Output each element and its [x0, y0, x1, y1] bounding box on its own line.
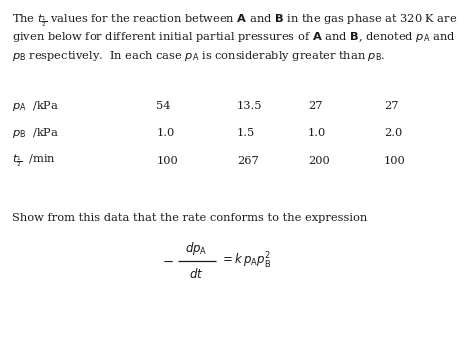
Text: $p_{\mathrm{B}}$ respectively.  In each case $p_{\mathrm{A}}$ is considerably gr: $p_{\mathrm{B}}$ respectively. In each c…: [12, 49, 385, 63]
Text: $-$: $-$: [163, 255, 174, 268]
Text: $dp_{\mathrm{A}}$: $dp_{\mathrm{A}}$: [185, 239, 208, 257]
Text: $dt$: $dt$: [189, 267, 203, 281]
Text: 1.5: 1.5: [237, 128, 255, 138]
Text: $p_{\mathrm{A}}$  /kPa: $p_{\mathrm{A}}$ /kPa: [12, 99, 59, 112]
Text: Show from this data that the rate conforms to the expression: Show from this data that the rate confor…: [12, 213, 367, 223]
Text: 1.0: 1.0: [308, 128, 327, 138]
Text: 54: 54: [156, 101, 171, 110]
Text: 27: 27: [384, 101, 399, 110]
Text: given below for different initial partial pressures of $\mathbf{A}$ and $\mathbf: given below for different initial partia…: [12, 30, 456, 44]
Text: 100: 100: [156, 156, 178, 166]
Text: 27: 27: [308, 101, 323, 110]
Text: $p_{\mathrm{B}}$  /kPa: $p_{\mathrm{B}}$ /kPa: [12, 126, 59, 140]
Text: 1.0: 1.0: [156, 128, 175, 138]
Text: 200: 200: [308, 156, 330, 166]
Text: 13.5: 13.5: [237, 101, 263, 110]
Text: 2.0: 2.0: [384, 128, 402, 138]
Text: 100: 100: [384, 156, 406, 166]
Text: The $t_{\frac{1}{2}}$ values for the reaction between $\mathbf{A}$ and $\mathbf{: The $t_{\frac{1}{2}}$ values for the rea…: [12, 12, 457, 29]
Text: $t_{\frac{1}{2}}$  /min: $t_{\frac{1}{2}}$ /min: [12, 153, 55, 169]
Text: $= k\, p_{\mathrm{A}}p_{\mathrm{B}}^{2}$: $= k\, p_{\mathrm{A}}p_{\mathrm{B}}^{2}$: [220, 251, 272, 271]
Text: 267: 267: [237, 156, 259, 166]
